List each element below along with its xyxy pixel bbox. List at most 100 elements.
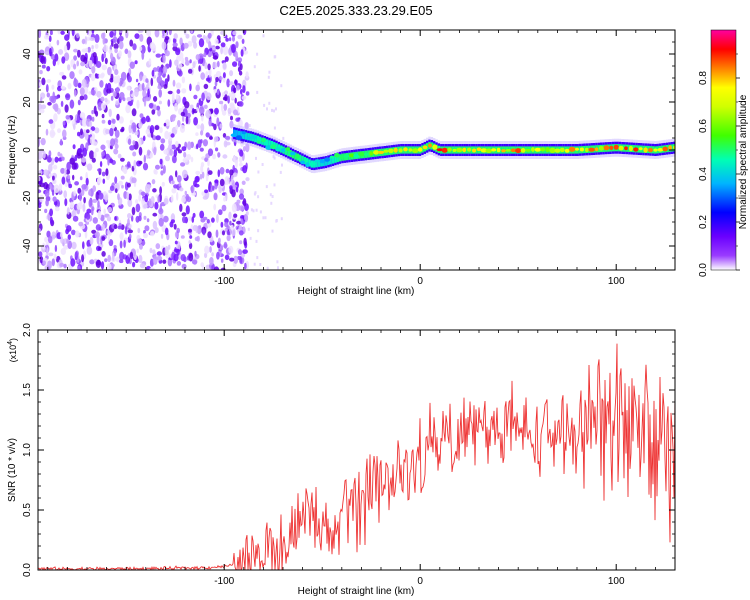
- noise-blob: [67, 174, 71, 180]
- track-peak: [334, 152, 340, 158]
- noise-blob: [150, 231, 155, 237]
- noise-blob: [101, 64, 108, 71]
- noise-blob: [188, 242, 193, 250]
- track-peak: [383, 149, 389, 153]
- noise-blob: [226, 234, 231, 242]
- noise-blob: [144, 194, 149, 203]
- noise-blob: [236, 199, 241, 204]
- track-peak: [496, 147, 501, 153]
- noise-blob: [145, 84, 149, 92]
- noise-blob: [185, 33, 190, 39]
- noise-speck: [282, 136, 285, 140]
- noise-blob: [202, 229, 206, 236]
- track-peak: [613, 144, 619, 150]
- noise-blob: [77, 265, 81, 270]
- noise-blob: [152, 188, 157, 193]
- noise-blob: [58, 49, 64, 55]
- noise-blob: [242, 30, 247, 36]
- noise-blob: [139, 33, 144, 42]
- noise-blob: [188, 252, 194, 262]
- noise-blob: [92, 185, 96, 192]
- noise-blob: [78, 69, 83, 75]
- track-peak: [422, 145, 428, 150]
- noise-blob: [71, 30, 75, 37]
- signal-track: [230, 124, 675, 174]
- noise-blob: [239, 149, 244, 157]
- noise-blob: [171, 187, 177, 194]
- track-peak: [300, 160, 305, 165]
- snr-xlabel: Height of straight line (km): [298, 586, 415, 597]
- noise-blob: [156, 105, 161, 111]
- noise-blob: [155, 135, 161, 141]
- noise-blob: [214, 80, 218, 87]
- noise-blob: [104, 258, 108, 263]
- noise-blob: [244, 214, 248, 221]
- noise-blob: [225, 141, 231, 146]
- noise-blob: [62, 120, 66, 126]
- noise-blob: [113, 148, 119, 155]
- noise-blob: [142, 162, 149, 171]
- track-core: [235, 130, 238, 138]
- track-core: [303, 157, 307, 165]
- noise-blob: [60, 231, 63, 238]
- noise-blob: [242, 249, 248, 255]
- noise-speck: [273, 109, 275, 113]
- noise-blob: [170, 219, 175, 224]
- noise-blob: [54, 156, 59, 163]
- noise-blob: [69, 99, 75, 109]
- noise-blob: [73, 123, 76, 130]
- noise-blob: [238, 70, 243, 76]
- noise-blob: [126, 182, 131, 188]
- noise-speck: [280, 217, 283, 221]
- noise-blob: [83, 94, 88, 101]
- noise-blob: [160, 170, 164, 176]
- noise-blob: [175, 48, 181, 56]
- noise-blob: [107, 206, 113, 213]
- noise-blob: [173, 184, 178, 189]
- noise-blob: [158, 217, 164, 227]
- noise-blob: [191, 35, 197, 44]
- noise-blob: [85, 213, 91, 220]
- noise-blob: [52, 175, 55, 181]
- noise-blob: [102, 178, 106, 184]
- noise-blob: [120, 157, 125, 162]
- noise-blob: [220, 221, 224, 228]
- noise-blob: [90, 73, 96, 82]
- noise-blob: [198, 38, 205, 48]
- noise-blob: [245, 211, 249, 216]
- noise-blob: [131, 177, 137, 184]
- noise-blob: [69, 157, 75, 165]
- noise-blob: [110, 123, 116, 129]
- noise-blob: [222, 133, 227, 138]
- noise-blob: [134, 33, 140, 39]
- noise-blob: [239, 240, 243, 245]
- noise-blob: [132, 124, 137, 133]
- noise-blob: [188, 240, 191, 245]
- track-peak: [579, 147, 585, 152]
- noise-speck: [257, 170, 260, 174]
- track-peak: [403, 147, 408, 152]
- noise-blob: [125, 30, 129, 39]
- noise-blob: [71, 241, 77, 250]
- noise-blob: [213, 203, 217, 211]
- noise-blob: [229, 70, 234, 77]
- noise-blob: [207, 170, 213, 176]
- noise-blob: [211, 252, 214, 257]
- noise-blob: [54, 53, 59, 62]
- noise-blob: [206, 219, 210, 224]
- noise-blob: [95, 61, 102, 68]
- noise-blob: [160, 138, 166, 144]
- noise-blob: [195, 84, 200, 92]
- noise-blob: [154, 125, 160, 131]
- noise-blob: [230, 91, 236, 99]
- noise-blob: [101, 151, 105, 157]
- track-peak: [559, 147, 565, 153]
- track-peak: [624, 146, 628, 151]
- noise-blob: [222, 154, 228, 159]
- noise-blob: [228, 245, 234, 254]
- noise-blob: [219, 123, 223, 129]
- noise-blob: [238, 205, 245, 211]
- noise-blob: [174, 240, 178, 245]
- noise-blob: [115, 188, 118, 194]
- noise-blob: [100, 96, 105, 102]
